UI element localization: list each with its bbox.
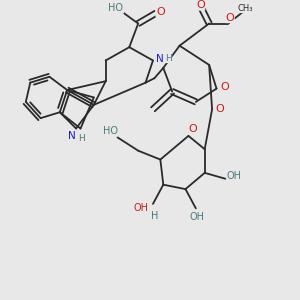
Text: H: H	[79, 134, 86, 143]
Text: HO: HO	[109, 3, 124, 13]
Text: O: O	[196, 0, 205, 10]
Text: O: O	[215, 104, 224, 114]
Text: CH₃: CH₃	[238, 4, 253, 13]
Text: O: O	[188, 124, 197, 134]
Text: OH: OH	[134, 203, 148, 213]
Text: OH: OH	[190, 212, 205, 222]
Text: O: O	[156, 7, 165, 17]
Text: H: H	[165, 54, 172, 63]
Text: OH: OH	[227, 171, 242, 181]
Text: N: N	[68, 131, 76, 141]
Text: H: H	[151, 211, 158, 221]
Text: O: O	[226, 13, 234, 22]
Text: HO: HO	[103, 126, 118, 136]
Text: O: O	[220, 82, 229, 92]
Text: N: N	[156, 54, 163, 64]
